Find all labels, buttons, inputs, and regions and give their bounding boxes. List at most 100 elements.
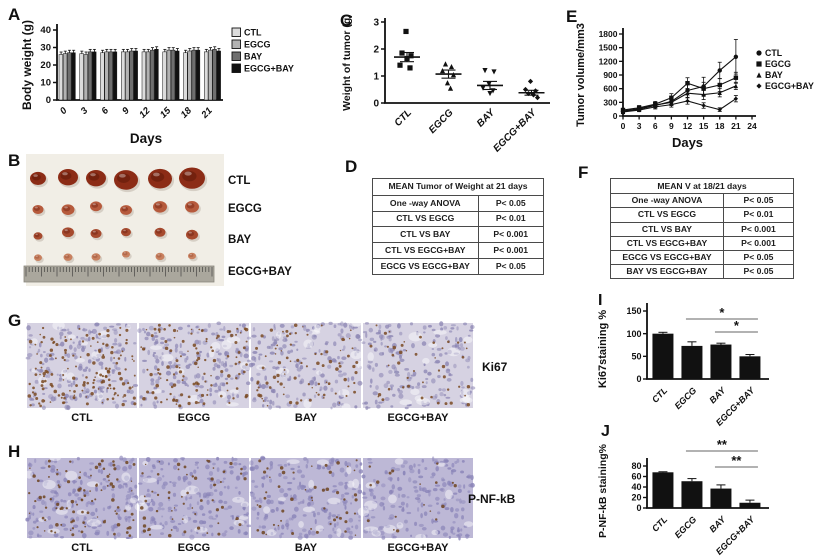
svg-text:P-NF-kB staining%: P-NF-kB staining% xyxy=(597,443,609,538)
svg-text:BAY: BAY xyxy=(295,542,318,554)
table-row: CTL VS EGCG+BAY P< 0.001 xyxy=(611,235,793,250)
svg-text:CTL: CTL xyxy=(650,385,669,404)
table-header-row: MEAN Tumor of Weight at 21 days xyxy=(388,181,528,192)
panel-letter-d: D xyxy=(345,157,358,176)
svg-text:CTL: CTL xyxy=(71,542,93,554)
svg-text:EGCG: EGCG xyxy=(427,107,456,136)
tumor-weight-stats-table: MEAN Tumor of Weight at 21 days One -way … xyxy=(372,178,544,275)
svg-text:BAY: BAY xyxy=(244,52,262,62)
svg-text:40: 40 xyxy=(631,482,641,492)
svg-text:BAY: BAY xyxy=(228,234,252,246)
table-row: EGCG VS EGCG+BAY P< 0.05 xyxy=(611,249,793,265)
svg-text:18: 18 xyxy=(179,105,195,121)
svg-text:EGCG: EGCG xyxy=(673,514,699,540)
panel-letter-a: A xyxy=(8,5,21,24)
svg-text:0: 0 xyxy=(636,503,641,513)
svg-text:EGCG+BAY: EGCG+BAY xyxy=(387,412,449,424)
svg-text:3: 3 xyxy=(637,121,642,131)
ihc-image xyxy=(137,321,253,410)
svg-text:BAY: BAY xyxy=(295,412,318,424)
svg-text:Weight of tumor (g): Weight of tumor (g) xyxy=(341,14,353,111)
svg-text:600: 600 xyxy=(603,84,617,94)
svg-text:12: 12 xyxy=(683,121,693,131)
svg-text:0: 0 xyxy=(613,111,618,121)
svg-text:Days: Days xyxy=(672,135,703,150)
panel-letter-i: I xyxy=(598,292,603,309)
svg-text:300: 300 xyxy=(603,97,617,107)
table-row: One -way ANOVA P< 0.05 xyxy=(611,193,793,208)
table-row: CTL VS EGCG+BAY P< 0.001 xyxy=(373,242,543,258)
ihc-image xyxy=(361,321,476,411)
ihc-image xyxy=(357,456,475,541)
svg-text:CTL: CTL xyxy=(244,28,262,38)
svg-text:1500: 1500 xyxy=(599,43,618,53)
svg-text:*: * xyxy=(719,305,725,320)
svg-text:CTL: CTL xyxy=(393,107,415,129)
svg-text:15: 15 xyxy=(699,121,709,131)
panel-letter-h: H xyxy=(8,442,21,461)
tumor-volume-stats-table: MEAN V at 18/21 days One -way ANOVA P< 0.0… xyxy=(610,178,794,280)
svg-text:CTL: CTL xyxy=(650,514,669,533)
table-row: One -way ANOVA P< 0.05 xyxy=(373,194,543,211)
svg-text:20: 20 xyxy=(631,493,641,503)
svg-text:EGCG+BAY: EGCG+BAY xyxy=(228,266,292,278)
panel-letter-f: F xyxy=(578,163,589,182)
ki67-ihc-images: CTL EGCG BAY EGCG+BAY xyxy=(25,320,476,424)
svg-text:*: * xyxy=(734,318,740,333)
svg-text:3: 3 xyxy=(79,105,91,117)
table-row: CTL VS BAY P< 0.001 xyxy=(373,226,543,243)
panel-letter-c: C xyxy=(340,11,353,30)
svg-text:0: 0 xyxy=(636,374,641,384)
svg-text:EGCG: EGCG xyxy=(178,542,210,554)
svg-text:12: 12 xyxy=(137,105,153,121)
svg-text:50: 50 xyxy=(631,352,641,362)
panel-letter-j: J xyxy=(601,423,610,440)
svg-text:1800: 1800 xyxy=(599,29,618,39)
svg-text:24: 24 xyxy=(747,121,757,131)
svg-text:**: ** xyxy=(731,453,742,468)
table-row: EGCG VS EGCG+BAY P< 0.05 xyxy=(373,257,543,274)
svg-text:BAY: BAY xyxy=(707,514,728,535)
svg-text:0: 0 xyxy=(621,121,626,131)
svg-text:Body weight (g): Body weight (g) xyxy=(20,20,34,110)
svg-text:15: 15 xyxy=(158,105,174,121)
svg-text:BAY: BAY xyxy=(475,106,498,129)
ki67-marker-label: Ki67 xyxy=(482,360,508,374)
svg-text:60: 60 xyxy=(631,472,641,482)
table-row: CTL VS EGCG P< 0.01 xyxy=(611,207,793,222)
svg-text:9: 9 xyxy=(120,105,132,117)
svg-text:6: 6 xyxy=(99,105,111,117)
table-header-row: MEAN V at 18/21 days xyxy=(657,180,747,191)
svg-text:CTL: CTL xyxy=(71,412,93,424)
svg-text:EGCG: EGCG xyxy=(178,412,210,424)
table-row: BAY VS EGCG+BAY P< 0.05 xyxy=(611,264,793,279)
svg-text:CTL: CTL xyxy=(765,48,783,58)
svg-text:30: 30 xyxy=(40,43,51,54)
svg-text:3: 3 xyxy=(373,18,379,29)
svg-text:EGCG: EGCG xyxy=(244,40,271,50)
svg-text:EGCG: EGCG xyxy=(228,203,262,215)
svg-text:0: 0 xyxy=(58,105,70,117)
svg-text:EGCG+BAY: EGCG+BAY xyxy=(765,81,814,91)
ihc-image xyxy=(25,455,139,540)
svg-text:BAY: BAY xyxy=(707,385,728,406)
svg-text:40: 40 xyxy=(40,25,51,36)
svg-text:150: 150 xyxy=(626,306,641,316)
svg-text:EGCG+BAY: EGCG+BAY xyxy=(387,542,449,554)
svg-text:Tumor volume/mm3: Tumor volume/mm3 xyxy=(575,23,587,127)
svg-text:18: 18 xyxy=(715,121,725,131)
ihc-image xyxy=(249,455,364,540)
ihc-image xyxy=(248,320,366,411)
svg-text:Ki67staining %: Ki67staining % xyxy=(597,310,609,388)
svg-text:1200: 1200 xyxy=(599,56,618,66)
svg-text:EGCG: EGCG xyxy=(765,59,791,69)
svg-text:900: 900 xyxy=(603,70,617,80)
svg-text:21: 21 xyxy=(731,121,741,131)
svg-text:CTL: CTL xyxy=(228,175,250,187)
svg-text:10: 10 xyxy=(40,78,51,89)
svg-text:6: 6 xyxy=(653,121,658,131)
panel-letter-e: E xyxy=(566,7,578,26)
